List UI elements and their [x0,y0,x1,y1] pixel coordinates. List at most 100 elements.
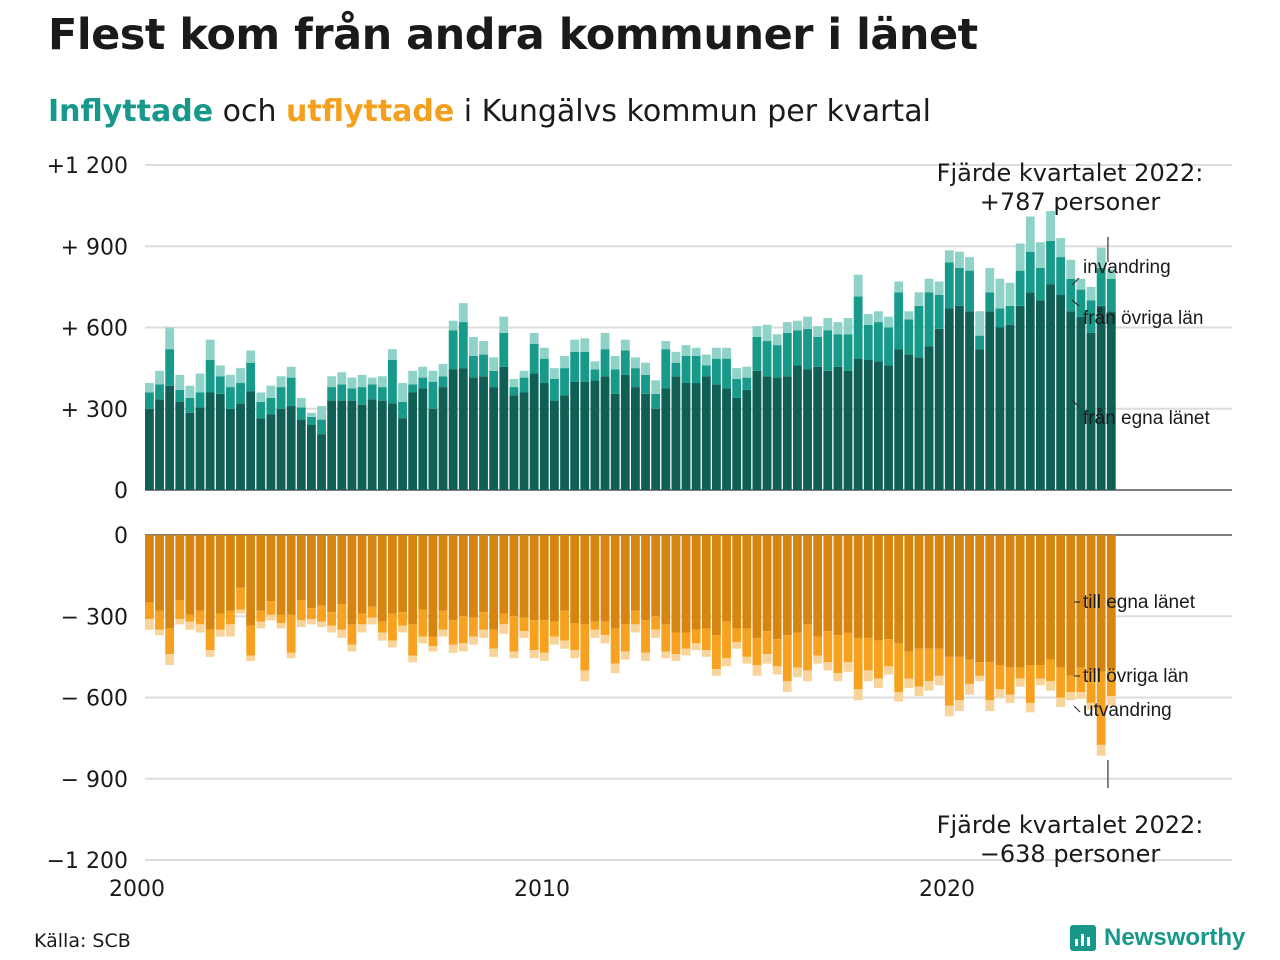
bar-in-1 [762,341,772,377]
bar-in-2 [732,368,742,379]
bar-out-2 [357,624,367,633]
bar-in-1 [327,387,337,401]
bar-out-0 [732,535,742,629]
bar-in-0 [327,400,337,490]
series-label-upper: från egna länet [1083,408,1210,429]
bar-in-0 [1025,292,1035,490]
bar-in-2 [276,376,286,388]
bar-in-0 [448,369,458,490]
bar-out-2 [469,636,478,645]
bar-in-0 [246,391,256,490]
bar-out-1 [560,610,569,641]
bar-in-0 [641,393,650,490]
bar-in-1 [1015,270,1025,306]
bar-in-1 [641,374,650,394]
bar-in-1 [286,377,296,407]
bar-in-2 [762,324,772,342]
bar-in-2 [894,281,904,293]
bar-out-0 [195,535,205,611]
bar-out-1 [620,624,630,652]
bar-out-0 [641,535,650,621]
bar-in-1 [377,387,387,401]
bar-out-0 [286,535,296,615]
bar-in-2 [742,366,752,378]
bar-out-2 [1046,681,1055,691]
bar-in-2 [1005,282,1015,306]
series-label-upper: invandring [1083,257,1171,278]
bar-out-2 [388,640,397,648]
bar-out-1 [428,636,438,647]
bar-in-1 [600,349,610,377]
bar-in-2 [590,361,600,370]
bar-in-2 [580,338,590,352]
bar-in-1 [175,389,185,402]
bar-in-1 [803,328,812,370]
subtitle-rest: i Kungälvs kommun per kvartal [454,94,931,129]
bar-in-0 [631,387,640,490]
bar-out-2 [195,624,205,633]
bar-out-0 [296,535,306,600]
bar-in-1 [742,377,752,390]
bar-in-0 [307,425,316,490]
bar-out-1 [894,643,904,693]
bar-out-2 [1056,697,1066,707]
bar-out-2 [995,689,1005,698]
bar-out-2 [924,681,934,691]
y-tick-lower: − 300 [61,605,128,630]
bar-out-1 [985,662,995,701]
newsworthy-logo-icon [1070,925,1096,951]
bar-out-0 [550,535,559,622]
bar-in-0 [418,388,428,490]
bar-in-0 [458,368,468,490]
bar-out-2 [701,650,711,657]
bar-in-0 [600,376,610,490]
bar-out-2 [327,625,337,633]
bar-in-0 [722,388,731,490]
bar-in-2 [1106,269,1116,279]
bar-out-2 [145,618,154,630]
bar-out-2 [813,655,823,664]
bar-in-0 [955,305,964,490]
bar-in-2 [641,362,650,375]
bar-in-0 [965,311,974,490]
bar-in-0 [803,369,812,490]
bar-in-0 [165,385,175,490]
bar-in-2 [965,257,974,271]
bar-in-1 [519,377,529,393]
bar-in-1 [367,384,377,400]
series-label-upper: från övriga län [1083,308,1203,329]
bar-out-0 [215,535,225,614]
bar-out-1 [448,620,458,645]
bar-out-1 [175,600,185,619]
axes: +1 200 + 900 + 600 + 300 0 0 − 300 − 600 − 900 −1… [47,154,1109,902]
bar-out-1 [1086,673,1096,703]
newsworthy-logo: Newsworthy [1070,924,1245,952]
bar-in-2 [398,383,407,402]
bar-in-0 [499,366,509,490]
bar-out-1 [823,631,833,663]
bar-out-1 [914,648,924,687]
bar-in-2 [691,347,701,356]
bar-out-1 [145,602,154,619]
bar-out-1 [205,629,215,651]
bar-out-0 [793,535,802,633]
bar-out-1 [165,628,175,655]
bar-in-0 [286,406,296,490]
bar-out-1 [995,665,1005,690]
bar-out-2 [661,651,671,659]
bar-out-0 [691,535,701,630]
bar-out-0 [580,535,590,625]
bar-out-0 [539,535,549,621]
bar-out-0 [226,535,235,611]
bar-out-0 [610,535,620,629]
bar-out-2 [671,654,681,661]
bar-out-0 [894,535,904,644]
bar-out-2 [732,641,742,649]
bar-in-0 [884,365,893,490]
bar-in-1 [276,387,286,409]
leader-line-upper [1071,277,1080,286]
bar-out-0 [742,535,752,629]
bar-out-0 [701,535,711,629]
bar-in-0 [539,383,549,490]
